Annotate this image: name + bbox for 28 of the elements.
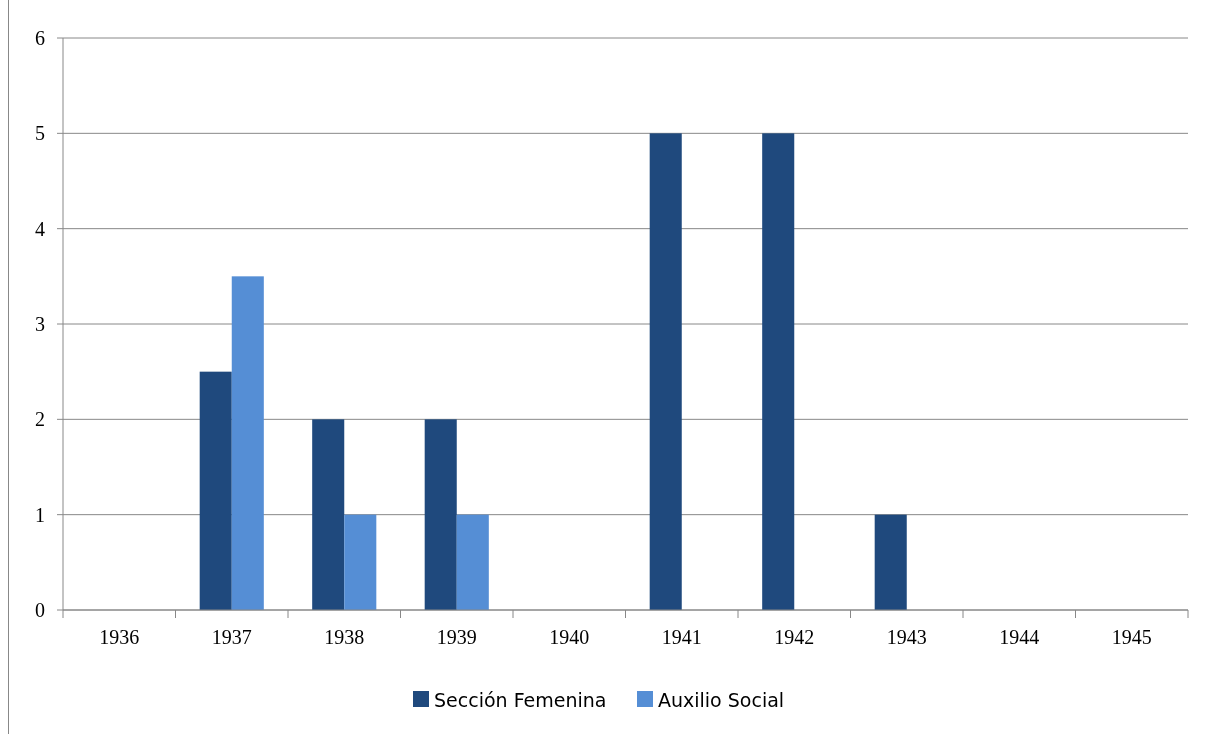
y-tick-label: 2 — [35, 408, 45, 431]
x-tick-label: 1944 — [999, 626, 1040, 648]
bar — [456, 514, 489, 610]
y-tick-label: 3 — [35, 313, 45, 335]
bar — [231, 276, 264, 610]
x-tick-label: 1945 — [1111, 626, 1152, 648]
y-tick-label: 1 — [35, 503, 45, 526]
legend-label: Auxilio Social — [658, 688, 785, 711]
bar — [312, 419, 345, 610]
x-tick-label: 1937 — [211, 626, 252, 648]
x-tick-label: 1942 — [774, 626, 815, 648]
y-tick-label: 4 — [35, 217, 45, 240]
x-tick-label: 1940 — [549, 626, 590, 648]
y-tick-label: 5 — [35, 122, 45, 145]
y-tick-label: 0 — [35, 599, 45, 621]
x-tick-label: 1941 — [661, 626, 702, 648]
x-tick-label: 1938 — [324, 626, 365, 648]
bar — [649, 133, 682, 610]
bar — [874, 514, 907, 610]
bar — [762, 133, 795, 610]
x-tick-label: 1936 — [99, 626, 140, 648]
x-tick-label: 1939 — [436, 626, 477, 648]
bar — [199, 371, 232, 610]
legend-label: Sección Femenina — [434, 688, 607, 711]
x-tick-label: 1943 — [886, 626, 927, 648]
bar — [424, 419, 457, 610]
bar — [344, 514, 377, 610]
y-tick-label: 6 — [35, 27, 45, 49]
